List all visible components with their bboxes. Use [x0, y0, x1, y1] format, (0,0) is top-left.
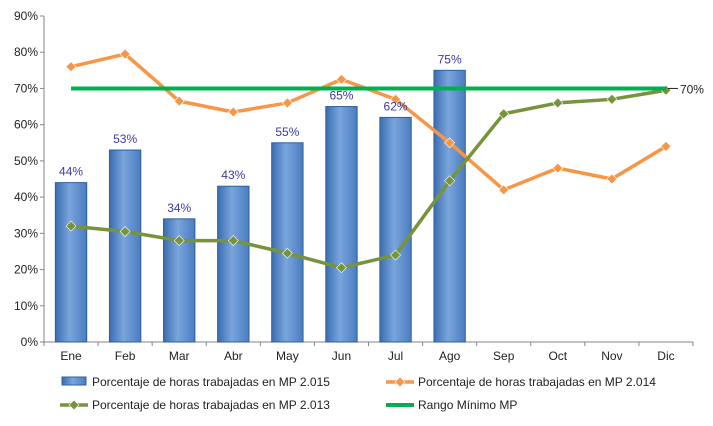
- x-tick-label: May: [276, 349, 299, 363]
- y-tick-label: 0%: [21, 335, 39, 349]
- line-marker: [336, 73, 347, 85]
- line-marker: [552, 162, 564, 174]
- bar-data-label: 65%: [329, 89, 353, 103]
- line-marker: [444, 137, 456, 149]
- line-marker: [119, 226, 131, 237]
- bar-data-label: 34%: [167, 201, 191, 215]
- x-tick-label: Ago: [439, 349, 461, 363]
- y-tick-label: 10%: [14, 299, 38, 313]
- bar: [433, 69, 466, 343]
- y-tick-label: 80%: [14, 45, 38, 59]
- legend-swatch-marker: [68, 399, 80, 411]
- legend-label: Porcentaje de horas trabajadas en MP 2.0…: [92, 375, 330, 389]
- legend-swatch-marker: [394, 376, 406, 388]
- line-marker: [498, 184, 510, 196]
- bar: [271, 142, 304, 343]
- range-end-label: 70%: [680, 82, 704, 96]
- line-marker: [606, 93, 618, 105]
- series-2014-line: [70, 52, 667, 192]
- line-marker: [660, 140, 672, 152]
- line-marker: [390, 93, 401, 105]
- line-marker: [227, 106, 239, 118]
- line-marker: [281, 247, 293, 259]
- line-series: [65, 48, 672, 274]
- y-tick-label: 70%: [14, 81, 38, 95]
- bar-data-label: 75%: [438, 52, 462, 66]
- line-marker: [65, 220, 77, 232]
- y-tick-label: 30%: [14, 226, 38, 240]
- line-marker: [281, 97, 293, 109]
- x-tick-label: Jun: [332, 349, 351, 363]
- x-tick-label: Abr: [224, 349, 243, 363]
- legend-label: Porcentaje de horas trabajadas en MP 2.0…: [418, 375, 656, 389]
- bar-series: [54, 69, 466, 343]
- axes: 0% 10% 20% 30% 40% 50% 60% 70% 80% 90% Ene Feb Mar Ab…: [14, 9, 694, 363]
- bar-data-label: 55%: [275, 125, 299, 139]
- legend: Porcentaje de horas trabajadas en MP 2.0…: [60, 375, 656, 412]
- y-tick-label: 50%: [14, 154, 38, 168]
- series-2013-line: [70, 88, 667, 270]
- x-tick-label: Nov: [601, 349, 622, 363]
- bar: [54, 182, 88, 343]
- y-tick-label: 40%: [14, 190, 38, 204]
- bar-data-label: 53%: [113, 132, 137, 146]
- x-tick-label: Jul: [388, 349, 403, 363]
- x-tick-label: Oct: [548, 349, 567, 363]
- legend-swatch-bar: [61, 376, 87, 386]
- bar: [217, 185, 250, 343]
- line-marker: [498, 108, 510, 120]
- x-tick-label: Dic: [657, 349, 674, 363]
- line-marker: [390, 249, 401, 261]
- y-tick-label: 60%: [14, 118, 38, 132]
- line-marker: [173, 235, 185, 247]
- line-marker: [444, 175, 456, 187]
- bar: [325, 106, 358, 343]
- legend-label: Rango Mínimo MP: [418, 398, 517, 412]
- bar-data-label: 44%: [59, 165, 83, 179]
- bar: [108, 149, 142, 343]
- bar-data-label: 43%: [221, 168, 245, 182]
- bar: [379, 116, 412, 343]
- y-tick-label: 90%: [14, 9, 38, 23]
- bar-data-label: 62%: [384, 99, 408, 113]
- line-marker: [119, 48, 131, 60]
- line-marker: [65, 61, 77, 73]
- data-labels: 44% 53% 34% 43% 55% 65% 62% 75% 70%: [59, 52, 704, 215]
- line-marker: [173, 95, 185, 107]
- x-tick-label: Sep: [493, 349, 515, 363]
- line-marker: [227, 235, 239, 247]
- line-marker: [552, 97, 564, 109]
- x-tick-label: Ene: [60, 349, 82, 363]
- x-tick-label: Mar: [169, 349, 190, 363]
- line-marker: [606, 173, 618, 185]
- line-marker: [336, 262, 347, 274]
- legend-label: Porcentaje de horas trabajadas en MP 2.0…: [92, 398, 330, 412]
- y-tick-label: 20%: [14, 263, 38, 277]
- x-tick-label: Feb: [115, 349, 136, 363]
